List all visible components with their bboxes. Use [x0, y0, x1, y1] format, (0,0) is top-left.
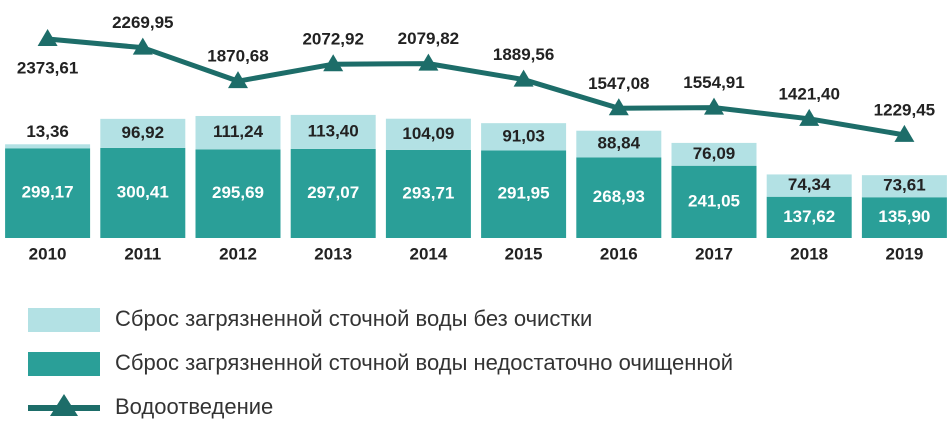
x-tick-label: 2018: [790, 244, 828, 263]
bar-segment: [5, 148, 91, 238]
bar-segment: [290, 148, 376, 238]
data-label: 135,90: [878, 207, 930, 226]
bar-segment: [385, 118, 471, 150]
bar-segment: [766, 196, 852, 238]
bar-segment: [385, 149, 471, 238]
data-label: 1889,56: [493, 45, 554, 64]
bar-segment: [481, 123, 567, 151]
bar-segment: [100, 147, 186, 238]
data-label: 1870,68: [207, 47, 268, 66]
marker: [513, 69, 534, 87]
data-label: 91,03: [502, 126, 545, 145]
marker: [418, 53, 439, 71]
x-tick-label: 2019: [885, 244, 923, 263]
data-label: 1554,91: [683, 73, 744, 92]
x-tick-label: 2012: [219, 244, 257, 263]
legend-label: Водоотведение: [115, 394, 273, 419]
bar-segment: [861, 197, 947, 238]
data-label: 111,24: [213, 122, 264, 141]
bar-segment: [195, 115, 281, 150]
data-label: 2079,82: [398, 29, 459, 48]
bar-segment: [5, 144, 91, 149]
marker: [799, 108, 820, 126]
data-label: 104,09: [402, 124, 454, 143]
bar-segment: [290, 114, 376, 149]
bar-segment: [861, 175, 947, 198]
bar-segment: [195, 149, 281, 238]
data-label: 73,61: [883, 176, 926, 195]
legend-swatch: [28, 352, 100, 376]
marker: [228, 71, 248, 89]
legend-label: Сброс загрязненной сточной воды без очис…: [115, 306, 592, 331]
data-label: 1547,08: [588, 74, 649, 93]
x-tick-label: 2015: [505, 244, 543, 263]
data-label: 268,93: [593, 187, 645, 206]
data-label: 2269,95: [112, 13, 173, 32]
bar-segment: [766, 174, 852, 197]
data-label: 297,07: [307, 183, 359, 202]
x-tick-label: 2010: [29, 244, 67, 263]
x-tick-label: 2017: [695, 244, 733, 263]
marker: [132, 37, 153, 55]
data-label: 88,84: [598, 134, 641, 153]
data-label: 291,95: [498, 184, 550, 203]
data-label: 137,62: [783, 207, 835, 226]
marker: [894, 124, 915, 142]
data-label: 13,36: [26, 122, 69, 141]
line: [47, 36, 905, 138]
legend-label: Сброс загрязненной сточной воды недостат…: [115, 350, 733, 375]
x-tick-label: 2013: [314, 244, 352, 263]
data-label: 1421,40: [778, 84, 839, 103]
data-label: 74,34: [788, 175, 831, 194]
x-tick-label: 2011: [124, 244, 161, 263]
data-label: 2373,61: [17, 58, 78, 77]
data-label: 295,69: [212, 183, 264, 202]
data-label: 241,05: [688, 191, 740, 210]
data-label: 300,41: [117, 182, 169, 201]
data-label: 96,92: [122, 123, 165, 142]
x-tick-label: 2016: [600, 244, 638, 263]
data-label: 113,40: [308, 121, 359, 140]
marker: [608, 98, 629, 116]
data-label: 76,09: [693, 144, 736, 163]
legend-swatch: [28, 308, 100, 332]
marker: [37, 28, 58, 46]
data-label: 2072,92: [302, 30, 363, 49]
legend-swatch: [50, 394, 78, 416]
data-label: 293,71: [402, 183, 454, 202]
bar-segment: [576, 157, 662, 238]
bar-segment: [481, 150, 567, 238]
bar-segment: [671, 165, 757, 238]
data-label: 1229,45: [874, 100, 935, 119]
bar-segment: [100, 118, 186, 148]
marker: [323, 54, 344, 72]
bar-segment: [576, 130, 662, 158]
bar-segment: [671, 142, 757, 166]
x-tick-label: 2014: [409, 244, 447, 263]
data-label: 299,17: [22, 183, 74, 202]
marker: [704, 97, 724, 115]
